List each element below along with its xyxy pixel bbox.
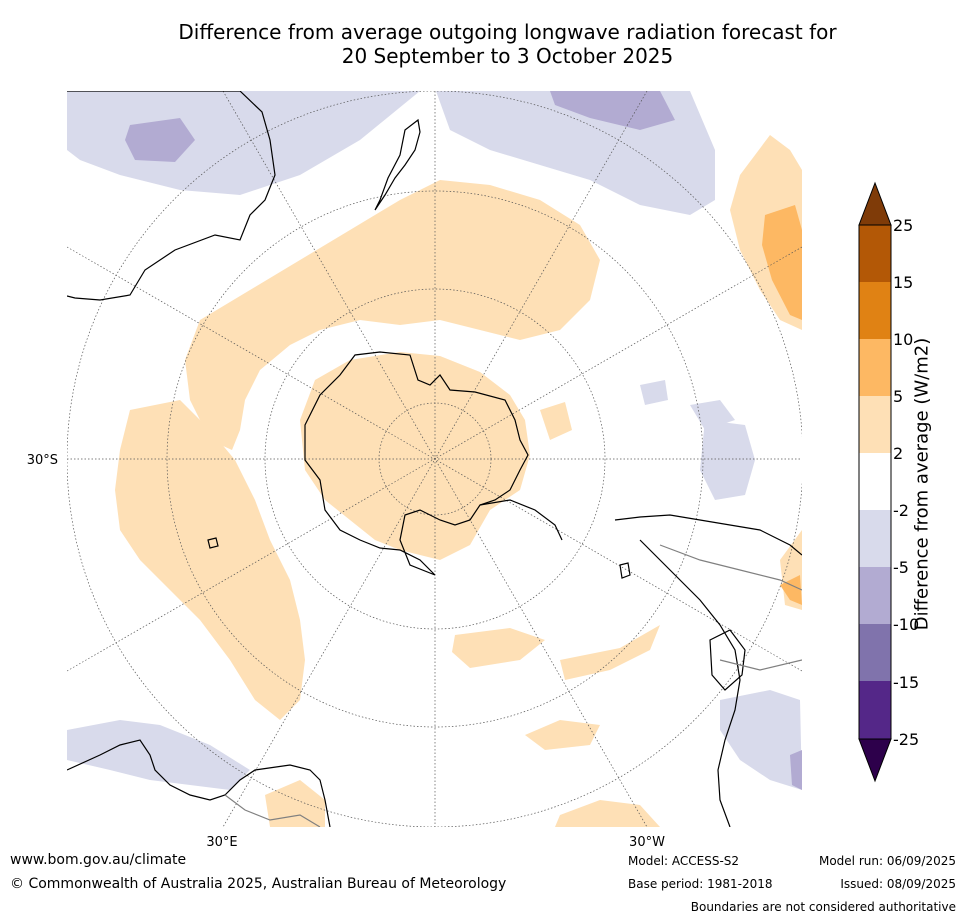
issued-text: Issued: 08/09/2025	[840, 877, 956, 891]
bottom-right-positive-region	[555, 800, 660, 827]
africa-coastline	[614, 514, 802, 556]
colorbar-tick-label: 2	[893, 444, 903, 463]
boundary-line	[224, 794, 321, 827]
small-island-coastline	[619, 562, 631, 579]
southeast-positive-patch	[560, 625, 660, 680]
model-run-text: Model run: 06/09/2025	[818, 854, 956, 868]
east-negative-region	[720, 690, 802, 790]
australia-negative-region	[67, 720, 250, 790]
coastlines	[67, 91, 802, 827]
small-island-coastline	[207, 537, 219, 549]
colorbar-tick-label: -2	[893, 501, 909, 520]
colorbar-tick-label: -15	[893, 673, 919, 692]
tropical-pacific-negative-region	[67, 91, 420, 195]
madagascar-coastline	[709, 629, 746, 691]
disclaimer-text: Boundaries are not considered authoritat…	[690, 900, 956, 914]
colorbar-tick-label: 5	[893, 387, 903, 406]
chart-title: Difference from average outgoing longwav…	[0, 20, 965, 68]
indian-ocean-negative-patch	[690, 400, 735, 430]
lat-label-30s: 30°S	[27, 453, 58, 468]
colorbar-segment-m2-2	[859, 453, 891, 510]
colorbar-segment-m15-m10	[859, 624, 891, 681]
lon-label-30e: 30°E	[206, 835, 237, 850]
antarctic-positive-region	[300, 352, 530, 560]
colorbar-segment-m25-m15	[859, 681, 891, 739]
colorbar-segment-2-5	[859, 396, 891, 453]
colorbar-frame	[858, 224, 892, 740]
colorbar-tick-label: -5	[893, 558, 909, 577]
mid-positive-patch	[540, 402, 572, 440]
boundaries	[224, 544, 802, 827]
base-period-text: Base period: 1981-2018	[628, 877, 773, 891]
lon-label-30w: 30°W	[629, 835, 665, 850]
bottom-positive-patch	[525, 720, 600, 750]
colorbar-tick-label: 10	[893, 330, 913, 349]
mid-ocean-negative-patch	[700, 420, 755, 500]
positive-anomaly-regions	[115, 135, 802, 827]
title-line-1: Difference from average outgoing longwav…	[178, 20, 837, 44]
map-panel	[67, 91, 802, 827]
colorbar-segment-5-10	[859, 339, 891, 396]
boundary-line	[719, 659, 802, 671]
latitude-circle-45s	[166, 190, 704, 728]
boundary-line	[659, 544, 802, 591]
model-text: Model: ACCESS-S2	[628, 854, 740, 868]
moderate-negative-regions	[125, 91, 802, 790]
colorbar-segment-15-25	[859, 225, 891, 282]
australia-coastline	[67, 739, 331, 827]
pacific-moderate-negative	[125, 118, 195, 162]
antarctic-peninsula-coastline	[479, 499, 563, 541]
colorbar-axis-label: Difference from average (W/m2)	[911, 337, 933, 631]
latitude-circle-60s	[264, 288, 606, 630]
meridian-line	[67, 246, 802, 672]
website-link[interactable]: www.bom.gov.au/climate	[10, 852, 187, 868]
colorbar-segment-m5-m2	[859, 510, 891, 567]
colorbar: 25 15 10 5 2 -2 -5 -10 -15 -25	[858, 181, 919, 783]
east-moderate-negative	[790, 750, 802, 790]
graticule	[67, 91, 802, 827]
colorbar-tick-label: -25	[893, 730, 919, 749]
new-zealand-coastline	[374, 118, 421, 211]
south-positive-patch	[452, 628, 545, 668]
africa-east-coastline	[639, 539, 741, 827]
bottom-left-positive-region	[265, 780, 325, 827]
colorbar-lower-extension	[858, 738, 892, 783]
colorbar-tick-label: 15	[893, 273, 913, 292]
ring-positive-region	[185, 180, 600, 450]
antarctica-coastline	[304, 351, 529, 576]
small-negative-patch	[640, 380, 668, 405]
colorbar-tick-label: -10	[893, 615, 919, 634]
atlantic-moderate-negative	[550, 91, 675, 130]
colorbar-segment-10-15	[859, 282, 891, 339]
colorbar-segment-m10-m5	[859, 567, 891, 624]
copyright-text: © Commonwealth of Australia 2025, Austra…	[10, 876, 507, 892]
south-america-coastline	[67, 91, 276, 301]
colorbar-upper-extension	[858, 181, 892, 226]
west-positive-region	[115, 400, 305, 720]
colorbar-tick-label: 25	[893, 216, 913, 235]
title-line-2: 20 September to 3 October 2025	[341, 44, 674, 68]
east-moderate-positive	[762, 205, 802, 320]
